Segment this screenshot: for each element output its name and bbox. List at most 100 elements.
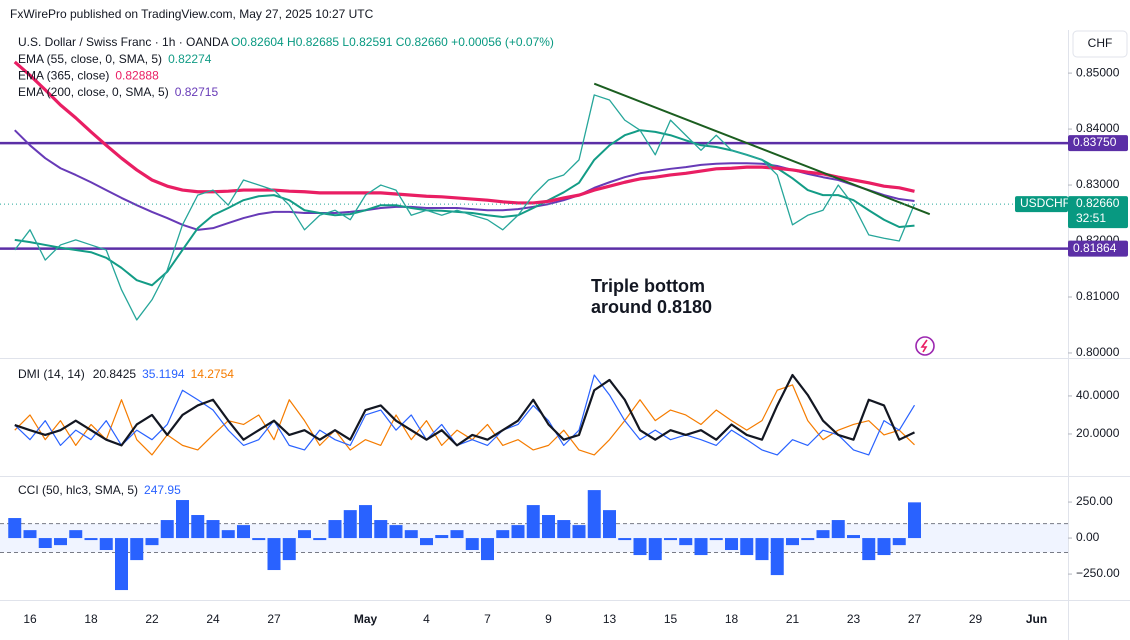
y-tick-label: 40.0000 <box>1076 388 1120 402</box>
series-line <box>14 384 915 456</box>
symbol-label: USDCHF <box>1020 196 1070 210</box>
legend-label: EMA (200, close, 0, SMA, 5) <box>18 85 169 99</box>
histogram-bar <box>648 538 662 561</box>
histogram-bar <box>587 490 601 539</box>
publisher-header: FxWirePro published on TradingView.com, … <box>10 7 374 21</box>
quote: O0.82604 H0.82685 L0.82591 C0.82660 +0.0… <box>231 35 554 49</box>
histogram-bar <box>115 538 128 591</box>
series-line <box>14 373 915 447</box>
histogram-bar <box>664 538 677 541</box>
panel-title: CCI (50, hlc3, SMA, 5) <box>18 483 138 497</box>
y-tick-label: 0.80000 <box>1076 345 1120 359</box>
legend-value: 14.2754 <box>191 367 235 381</box>
annotation: around 0.8180 <box>591 297 712 317</box>
histogram-bar <box>389 525 403 539</box>
x-tick-label: 24 <box>206 612 220 626</box>
series-line <box>13 60 915 205</box>
legend-value: 247.95 <box>144 483 181 497</box>
histogram-bar <box>801 538 815 541</box>
histogram-bar <box>709 538 723 541</box>
x-tick-label: 23 <box>847 612 861 626</box>
histogram-bar <box>603 510 616 539</box>
x-tick-label: 21 <box>786 612 800 626</box>
histogram-bar <box>282 538 296 561</box>
histogram-bar <box>618 538 632 541</box>
histogram-bar <box>343 510 357 539</box>
y-tick-label: 0.84000 <box>1076 121 1120 135</box>
last-price-box <box>1068 196 1128 229</box>
legend-value: 20.8425 <box>93 367 137 381</box>
panel-title: DMI (14, 14) <box>18 367 85 381</box>
histogram-bar <box>847 535 860 539</box>
histogram-bar <box>877 538 891 556</box>
legend-value: 0.82888 <box>115 69 159 83</box>
y-tick-label: 20.0000 <box>1076 426 1120 440</box>
histogram-bar <box>221 530 235 539</box>
alert-icon[interactable] <box>915 336 935 356</box>
histogram-bar <box>54 538 67 546</box>
level-label-box <box>1068 240 1128 257</box>
histogram-bar <box>191 515 205 539</box>
histogram-bar <box>23 530 37 539</box>
currency-label[interactable]: CHF <box>1088 36 1113 50</box>
level-label: 0.81864 <box>1073 241 1117 255</box>
histogram-bar <box>206 520 220 539</box>
histogram-bar <box>526 505 540 539</box>
symbol-box <box>1015 196 1068 213</box>
histogram-bar <box>237 525 250 539</box>
level-label: 0.83750 <box>1073 135 1117 149</box>
histogram-bar <box>831 520 845 539</box>
legend-label: EMA (55, close, 0, SMA, 5) <box>18 52 162 66</box>
histogram-bar <box>465 538 479 551</box>
last-price-label: 0.82660 <box>1076 196 1120 210</box>
histogram-bar <box>679 538 693 546</box>
currency-button[interactable] <box>1072 30 1128 58</box>
countdown-label: 32:51 <box>1076 211 1106 225</box>
histogram-bar <box>542 515 555 539</box>
histogram-bar <box>633 538 647 556</box>
histogram-bar <box>770 538 784 576</box>
y-tick-label: 0.83000 <box>1076 177 1120 191</box>
histogram-bar <box>267 538 281 571</box>
legend-value: 0.82274 <box>168 52 212 66</box>
histogram-bar <box>908 502 921 539</box>
histogram-bar <box>786 538 799 546</box>
y-tick-label: 0.85000 <box>1076 65 1120 79</box>
x-tick-label: 15 <box>664 612 678 626</box>
y-tick-label: 250.00 <box>1076 494 1113 508</box>
legend-value: 35.1194 <box>142 367 185 381</box>
x-tick-label: 7 <box>484 612 491 626</box>
histogram-bar <box>160 520 174 539</box>
x-tick-label: 4 <box>423 612 430 626</box>
y-tick-label: −250.00 <box>1076 566 1120 580</box>
x-tick-label: 13 <box>603 612 617 626</box>
histogram-bar <box>8 518 22 539</box>
histogram-bar <box>84 538 98 541</box>
histogram-bar <box>572 525 586 539</box>
x-tick-label: 18 <box>725 612 739 626</box>
x-tick-label: 9 <box>545 612 552 626</box>
legend-value: 0.82715 <box>175 85 219 99</box>
histogram-bar <box>38 538 52 549</box>
histogram-bar <box>313 538 327 541</box>
x-tick-label: 27 <box>908 612 922 626</box>
histogram-bar <box>404 530 418 539</box>
histogram-bar <box>145 538 159 546</box>
histogram-bar <box>420 538 433 546</box>
histogram-bar <box>252 538 266 541</box>
histogram-bar <box>99 538 113 551</box>
histogram-bar <box>755 538 769 561</box>
histogram-bar <box>328 520 342 539</box>
x-tick-label: 22 <box>145 612 159 626</box>
symbol-title: U.S. Dollar / Swiss Franc · 1h · OANDA <box>18 35 229 49</box>
histogram-bar <box>740 538 754 556</box>
x-tick-label: 16 <box>23 612 37 626</box>
y-tick-label: 0.81000 <box>1076 289 1120 303</box>
series-line <box>14 129 915 231</box>
histogram-bar <box>359 505 372 539</box>
x-tick-label: Jun <box>1026 612 1047 626</box>
histogram-bar <box>511 525 525 539</box>
histogram-bar <box>892 538 906 546</box>
histogram-bar <box>862 538 876 561</box>
